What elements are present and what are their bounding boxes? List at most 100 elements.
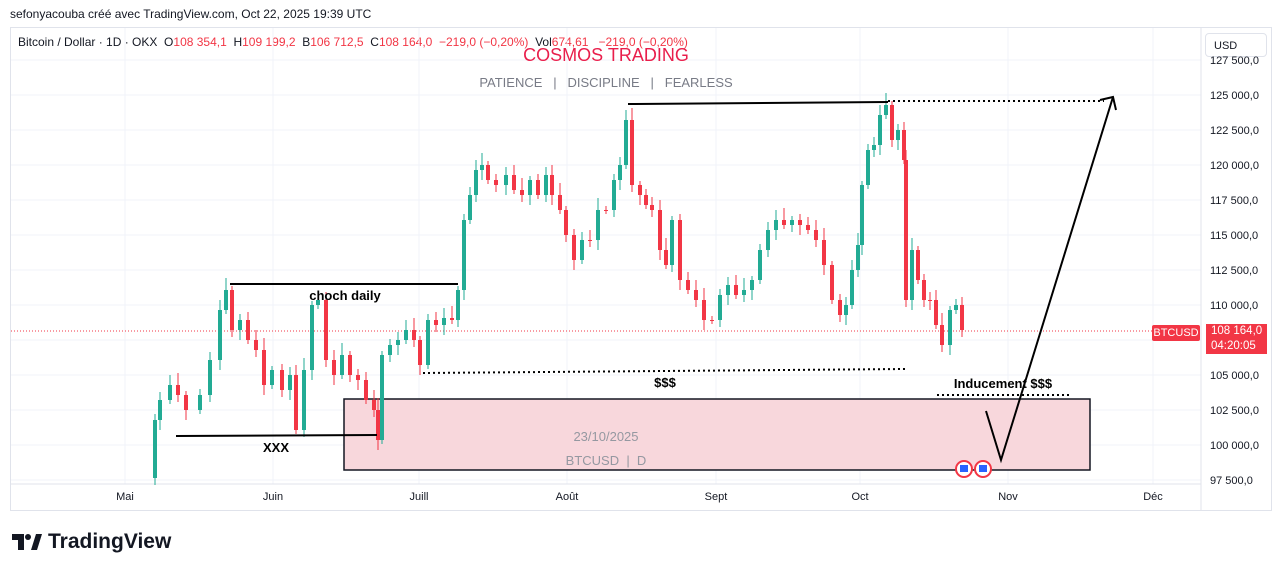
tradingview-logo[interactable]: TradingView [12,530,171,554]
price-axis[interactable]: 127 500,0 125 000,0 122 500,0 120 000,0 117 … [1210,55,1259,487]
candle-body [302,370,306,430]
currency-selector[interactable]: USD [1205,33,1267,57]
price-axis-label: 105 000,0 [1210,370,1259,382]
swing-low-line[interactable] [175,434,378,437]
economic-event-icon[interactable] [955,460,992,478]
chart-grid [11,28,1201,484]
candle-body [934,300,938,325]
candle-body [718,295,722,320]
time-axis-label: Déc [1143,491,1163,503]
high-value: 109 199,2 [242,35,296,49]
candle-body [658,210,662,250]
candle-body [494,180,498,185]
candle-body [434,320,438,325]
candle-body [954,305,958,310]
candle-body [872,145,876,150]
watermark-date: 23/10/2025 [573,429,638,444]
candle-body [694,290,698,300]
candle-body [702,300,706,320]
candle-body [376,410,380,440]
candle-body [442,318,446,325]
candlestick-series [153,93,964,485]
candle-body [254,340,258,350]
brand-name: TradingView [48,530,172,553]
symbol-price-tag: BTCUSD [1152,325,1200,341]
candle-body [588,240,592,241]
candle-body [604,210,608,211]
candle-body [372,400,376,410]
candle-body [246,320,250,340]
candle-body [396,340,400,345]
candle-body [238,320,242,330]
candle-body [798,220,802,225]
candle-body [960,305,964,330]
candle-body [830,265,834,300]
candle-body [380,355,384,440]
candle-body [456,290,460,320]
candle-body [726,285,730,295]
choch-label: choch daily [309,288,381,303]
candle-body [558,195,562,210]
bar-countdown-tag: 04:20:05 [1206,339,1267,354]
candle-body [262,350,266,385]
candle-body [670,220,674,265]
candle-body [550,175,554,195]
last-price-tag: 108 164,0 [1206,324,1267,339]
candle-body [176,385,180,395]
candle-body [790,220,794,225]
candle-body [806,225,810,230]
time-axis[interactable]: Mai Juin Juill Août Sept Oct Nov Déc [116,491,1163,503]
candle-body [896,130,900,140]
price-axis-label: 115 000,0 [1210,230,1258,242]
high-label: H [233,35,243,49]
price-axis-label: 102 500,0 [1210,405,1259,417]
time-axis-label: Juin [263,491,283,503]
symbol-name[interactable]: Bitcoin / Dollar · 1D · OKX [18,35,158,49]
candle-body [884,105,888,115]
candle-body [474,170,478,195]
candle-body [364,380,368,400]
candle-body [850,270,854,305]
watermark-title: COSMOS TRADING [523,45,689,65]
demand-zone[interactable] [343,398,1091,471]
price-axis-label: 100 000,0 [1210,440,1259,452]
open-label: O [164,35,174,49]
candle-body [324,300,328,360]
price-axis-label: 112 500,0 [1210,265,1258,277]
liquidity-label: $$$ [654,375,676,390]
chart-attribution: sefonyacouba créé avec TradingView.com, … [10,7,372,21]
candle-body [596,210,600,240]
candle-body [844,305,848,315]
candle-body [678,220,682,280]
price-axis-label: 120 000,0 [1210,160,1259,172]
resistance-line[interactable] [627,101,889,105]
candle-body [612,180,616,210]
candle-body [580,240,584,260]
candle-body [504,175,508,185]
candle-body [664,250,668,265]
candle-body [184,395,188,410]
candle-body [750,280,754,290]
swing-low-label: XXX [263,440,289,455]
price-axis-label: 122 500,0 [1210,125,1259,137]
price-axis-label: 125 000,0 [1210,90,1259,102]
candle-body [860,185,864,245]
candle-body [878,115,882,145]
candle-body [890,105,894,140]
candle-body [814,230,818,240]
volume-value: 674,61 [551,35,589,49]
volume-label: Vol [535,35,552,49]
tradingview-logo-icon [12,534,42,550]
price-axis-label: 97 500,0 [1210,475,1253,487]
projection-arrowhead [1099,95,1117,111]
candle-body [294,375,298,430]
candle-body [572,235,576,260]
candle-body [922,280,926,300]
volume-change: −219,0 (−0,20%) [598,35,688,49]
liquidity-line[interactable] [422,368,906,374]
candle-body [280,370,284,390]
projection-path[interactable] [985,96,1114,464]
candle-body [630,120,634,185]
candle-body [644,195,648,205]
